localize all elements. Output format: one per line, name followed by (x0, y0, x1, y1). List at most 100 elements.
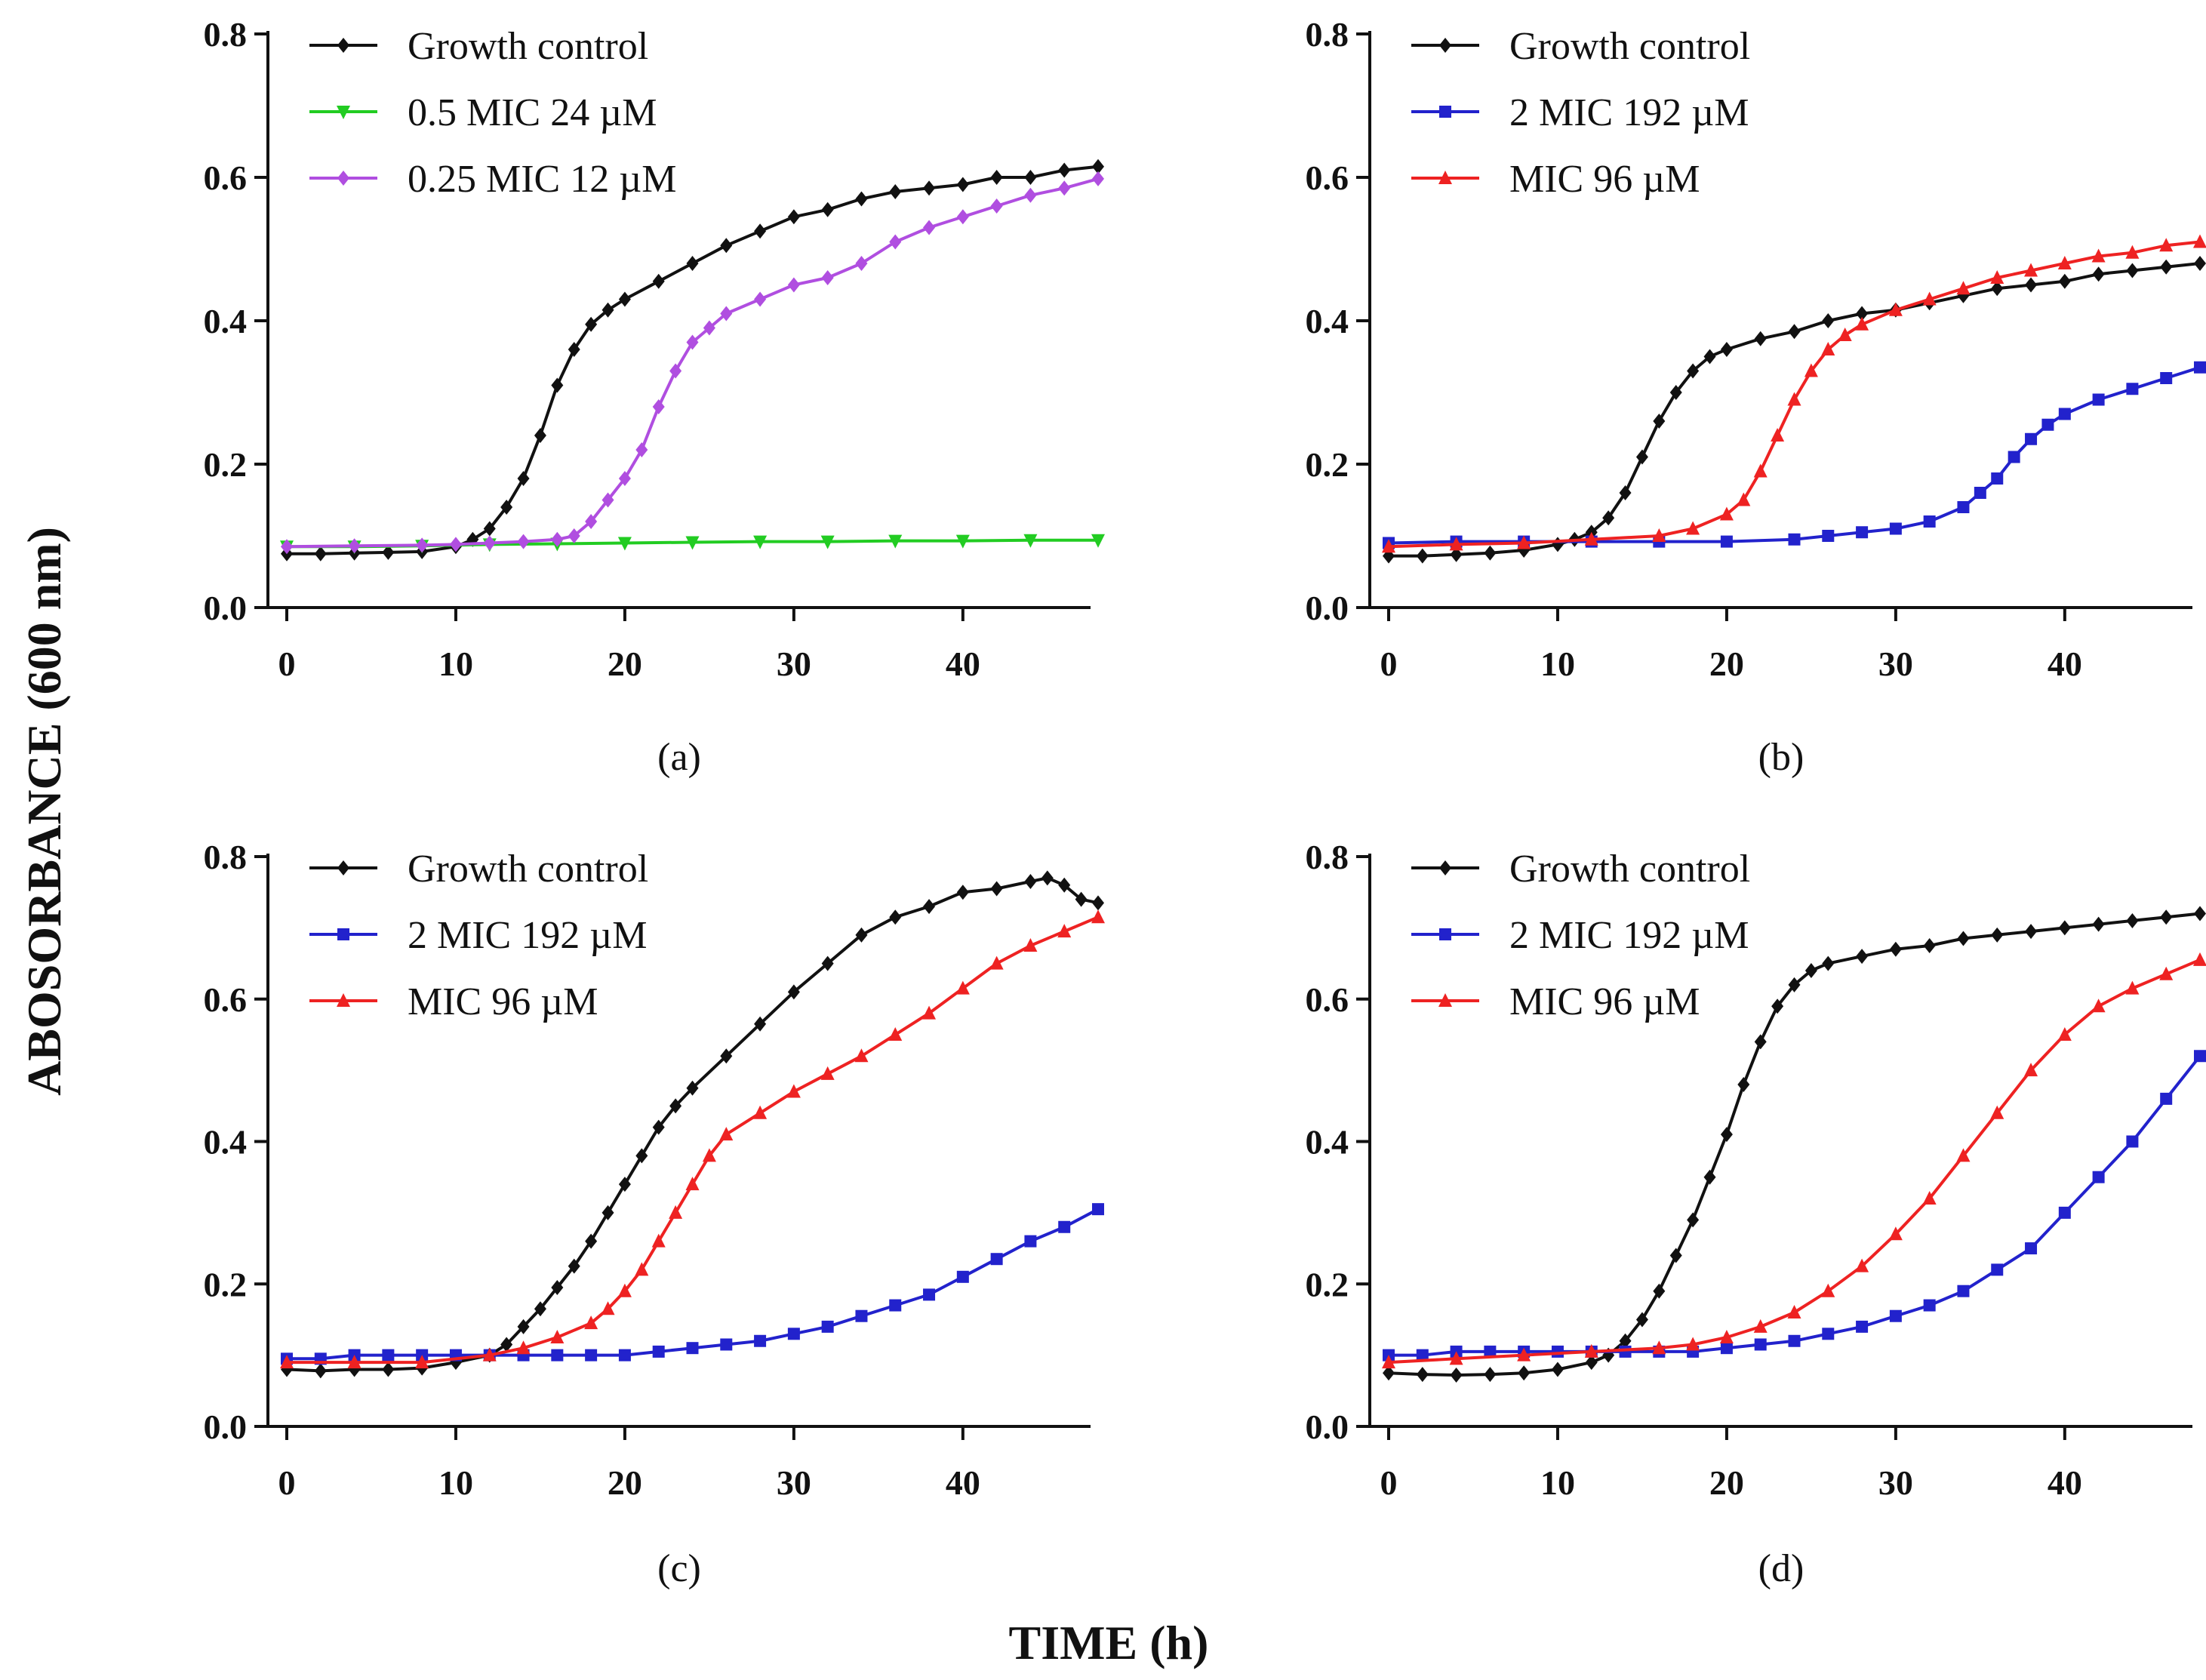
panel-c: 0.0 0.2 0.4 0.6 0.8 0 10 20 30 40 Growth control 2 … (204, 838, 1105, 1590)
data-point-a-2-0 (281, 539, 293, 555)
data-point-b-2-9 (1771, 428, 1785, 442)
legend-swatch-marker-d-1 (1439, 928, 1451, 940)
data-point-b-2-17 (1956, 281, 1971, 295)
series-d-0 (1383, 906, 2206, 1383)
data-point-c-1-11 (652, 1345, 665, 1358)
x-tick-label-b-2: 20 (1709, 645, 1744, 683)
data-point-a-1-10 (955, 534, 970, 549)
legend-swatch-marker-a-2 (337, 171, 349, 186)
legend-label-a-2: 0.25 MIC 12 µM (408, 158, 676, 201)
data-point-c-2-25 (1091, 909, 1105, 924)
data-point-d-0-0 (1383, 1365, 1395, 1381)
data-point-d-0-19 (1804, 963, 1817, 978)
y-tick-label-c-4: 0.8 (204, 838, 248, 876)
data-point-c-0-9 (534, 1301, 546, 1317)
data-point-d-1-12 (1788, 1334, 1801, 1347)
data-point-b-2-6 (1719, 506, 1734, 521)
series-b-2 (1382, 234, 2206, 553)
data-point-c-1-22 (1024, 1235, 1037, 1248)
legend-entry-d-2: MIC 96 µM (1411, 980, 1700, 1023)
data-point-a-2-20 (855, 256, 868, 271)
x-tick-label-c-0: 0 (278, 1463, 296, 1502)
data-point-c-0-20 (754, 1016, 767, 1032)
legend-swatch-marker-a-1 (337, 106, 350, 119)
x-tick-label-c-4: 40 (946, 1463, 980, 1502)
data-point-c-1-19 (923, 1288, 936, 1301)
data-point-c-0-27 (990, 881, 1003, 897)
data-point-c-1-24 (1092, 1203, 1104, 1216)
data-point-a-0-9 (517, 471, 530, 486)
data-point-c-1-13 (720, 1338, 733, 1351)
data-point-b-2-23 (2159, 238, 2174, 252)
x-tick-label-c-1: 10 (438, 1463, 473, 1502)
legend-swatch-marker-d-0 (1439, 860, 1451, 875)
data-point-d-2-3 (1584, 1343, 1598, 1358)
data-point-d-0-30 (2160, 909, 2173, 925)
data-point-d-0-10 (1653, 1283, 1666, 1299)
data-point-d-1-23 (2160, 1092, 2173, 1105)
data-point-b-0-2 (1450, 546, 1463, 562)
data-point-b-0-15 (1720, 342, 1733, 357)
legend-swatch-marker-d-2 (1438, 993, 1452, 1007)
data-point-b-2-8 (1753, 463, 1768, 478)
data-point-b-0-12 (1669, 385, 1682, 400)
data-point-d-1-20 (2058, 1206, 2071, 1219)
data-point-d-0-14 (1720, 1127, 1733, 1143)
series-line-d-0 (1388, 912, 2201, 1377)
series-c-0 (281, 870, 1104, 1379)
data-point-d-2-16 (2057, 1026, 2072, 1041)
data-point-b-1-15 (2025, 432, 2038, 445)
data-point-d-0-15 (1737, 1077, 1750, 1092)
data-point-c-1-10 (618, 1349, 631, 1362)
data-point-d-0-4 (1518, 1365, 1531, 1381)
series-line-b-0 (1389, 262, 2201, 558)
data-point-b-1-21 (2194, 361, 2206, 374)
data-point-c-2-8 (617, 1283, 632, 1297)
data-point-c-2-11 (669, 1205, 683, 1219)
data-point-a-1-8 (820, 535, 835, 549)
data-point-d-0-28 (2092, 916, 2105, 932)
legend-swatch-marker-c-0 (337, 860, 349, 875)
data-point-d-1-5 (1551, 1345, 1564, 1358)
legend-label-d-2: MIC 96 µM (1509, 980, 1700, 1023)
data-point-b-1-6 (1788, 533, 1801, 546)
data-point-c-0-30 (1058, 877, 1071, 893)
data-point-d-0-22 (1889, 941, 1902, 957)
data-point-c-2-16 (786, 1084, 801, 1098)
data-point-d-1-21 (2092, 1171, 2105, 1183)
data-point-b-0-10 (1635, 449, 1648, 465)
data-point-a-1-6 (685, 536, 700, 550)
data-point-b-1-20 (2160, 372, 2173, 384)
data-point-a-1-12 (1091, 534, 1105, 548)
y-tick-label-d-0: 0.0 (1306, 1408, 1349, 1446)
panel-label-d: (d) (1758, 1547, 1804, 1590)
data-point-a-0-21 (821, 202, 834, 217)
data-point-d-0-29 (2126, 912, 2139, 928)
data-point-c-2-15 (753, 1105, 768, 1119)
legend-swatch-marker-b-0 (1439, 38, 1451, 53)
data-point-a-2-12 (652, 399, 665, 414)
x-tick-label-c-3: 30 (777, 1463, 811, 1502)
data-point-b-0-8 (1602, 510, 1615, 526)
y-tick-label-c-1: 0.2 (204, 1265, 248, 1303)
data-point-b-0-23 (1991, 281, 2004, 297)
data-point-a-0-24 (923, 180, 936, 196)
data-point-c-2-18 (854, 1048, 869, 1063)
data-point-a-2-14 (686, 334, 699, 350)
data-point-b-2-24 (2193, 234, 2206, 248)
data-point-a-0-25 (956, 177, 969, 192)
data-point-c-2-10 (651, 1233, 666, 1248)
data-point-b-0-19 (1856, 306, 1869, 322)
series-line-c-1 (287, 1208, 1099, 1361)
data-point-d-2-7 (1753, 1318, 1768, 1333)
data-point-a-2-17 (754, 291, 767, 307)
data-point-b-1-12 (1974, 487, 1986, 499)
data-point-b-0-5 (1551, 537, 1564, 552)
data-point-c-2-9 (635, 1262, 649, 1276)
data-point-b-1-19 (2126, 383, 2139, 395)
data-point-d-2-1 (1449, 1351, 1463, 1365)
data-point-c-0-7 (500, 1337, 513, 1352)
data-point-a-0-20 (787, 209, 800, 225)
legend-entry-b-0: Growth control (1411, 25, 1750, 68)
data-point-a-0-29 (1092, 158, 1104, 174)
